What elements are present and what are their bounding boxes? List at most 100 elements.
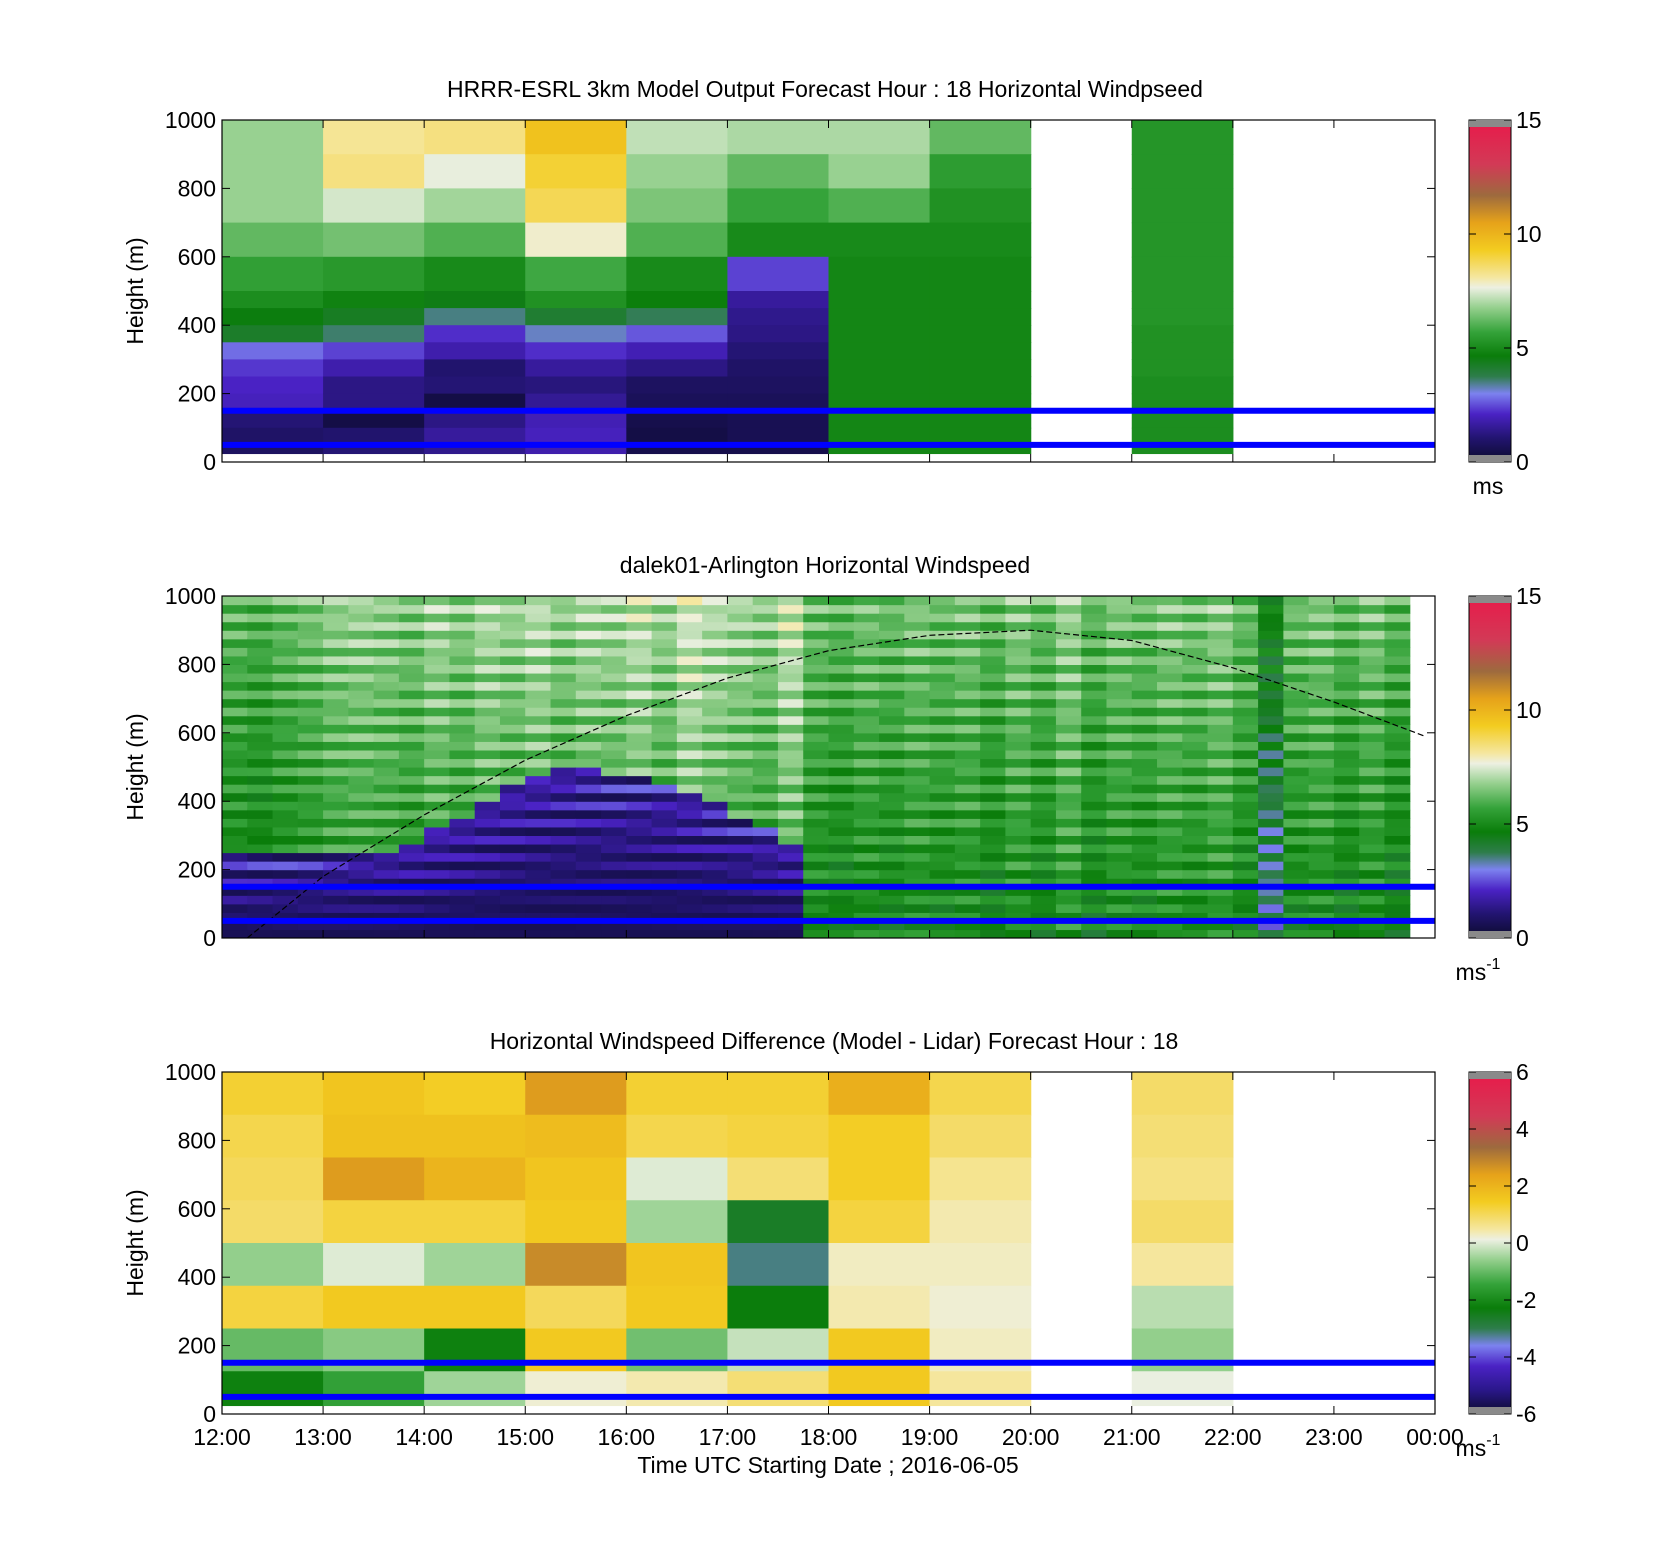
heatmap-cell <box>954 698 981 708</box>
heatmap-cell <box>1131 359 1234 378</box>
heatmap-cell <box>348 886 375 896</box>
heatmap-cell <box>651 698 678 708</box>
heatmap-cell <box>1232 749 1259 760</box>
heatmap-cell <box>1131 655 1158 665</box>
heatmap-cell <box>1207 638 1234 648</box>
heatmap-cell <box>777 801 804 811</box>
heatmap-cell <box>525 818 552 828</box>
heatmap-cell <box>323 835 349 845</box>
heatmap-cell <box>474 655 501 665</box>
heatmap-cell <box>1106 775 1133 785</box>
heatmap-cell <box>525 444 627 455</box>
heatmap-cell <box>980 801 1006 811</box>
heatmap-cell <box>247 929 274 938</box>
heatmap-cell <box>424 741 451 751</box>
heatmap-cell <box>651 878 678 888</box>
heatmap-cell <box>879 604 905 614</box>
heatmap-cell <box>1106 732 1133 742</box>
heatmap-cell <box>727 393 830 412</box>
heatmap-cell <box>929 1157 1032 1201</box>
heatmap-cell <box>1308 878 1335 888</box>
heatmap-cell <box>424 1285 526 1330</box>
heatmap-cell <box>247 878 274 888</box>
heatmap-cell <box>879 741 905 751</box>
heatmap-cell <box>752 895 779 905</box>
heatmap-cell <box>626 861 653 871</box>
heatmap-cell <box>752 758 779 768</box>
heatmap-cell <box>424 843 451 854</box>
heatmap-cell <box>1333 826 1360 836</box>
heatmap-cell <box>424 835 451 845</box>
heatmap-cell <box>879 784 905 794</box>
heatmap-cell <box>980 672 1006 683</box>
heatmap-cell <box>828 1157 931 1201</box>
heatmap-cell <box>626 835 653 845</box>
heatmap-cell <box>1207 690 1234 700</box>
heatmap-cell <box>904 792 931 802</box>
heatmap-cell <box>1157 724 1183 734</box>
heatmap-cell <box>1005 758 1032 768</box>
heatmap-cell <box>1308 604 1335 614</box>
heatmap-cell <box>449 707 476 717</box>
heatmap-cell <box>676 630 703 640</box>
heatmap-cell <box>929 843 956 854</box>
colorbar-tick-label: 10 <box>1516 697 1542 723</box>
heatmap-cell <box>1333 758 1360 768</box>
heatmap-cell <box>1384 767 1411 777</box>
heatmap-cell <box>752 664 779 674</box>
heatmap-cell <box>1055 630 1082 640</box>
heatmap-cell <box>879 749 905 760</box>
heatmap-cell <box>1131 895 1158 905</box>
heatmap-cell <box>828 707 855 717</box>
heatmap-cell <box>1207 707 1234 717</box>
heatmap-cell <box>1055 647 1082 657</box>
heatmap-cell <box>954 801 981 811</box>
panel-model-x-ticks <box>221 120 1436 462</box>
heatmap-cell <box>601 843 627 854</box>
heatmap-cell <box>727 784 754 794</box>
heatmap-cell <box>1333 741 1360 751</box>
heatmap-cell <box>297 895 324 905</box>
heatmap-cell <box>929 325 1032 343</box>
heatmap-cell <box>222 291 324 309</box>
heatmap-cell <box>1157 801 1183 811</box>
heatmap-cell <box>297 818 324 828</box>
y-tick-label: 400 <box>178 312 216 338</box>
heatmap-cell <box>424 826 451 836</box>
heatmap-cell <box>525 664 552 674</box>
heatmap-cell <box>1030 707 1057 717</box>
heatmap-cell <box>828 895 855 905</box>
heatmap-cell <box>702 664 729 674</box>
heatmap-cell <box>373 715 400 725</box>
heatmap-cell <box>777 826 804 836</box>
heatmap-cell <box>853 715 880 725</box>
heatmap-cell <box>1308 690 1335 700</box>
heatmap-cell <box>626 1114 729 1159</box>
heatmap-cell <box>1283 596 1310 606</box>
heatmap-cell <box>550 596 577 606</box>
heatmap-cell <box>601 929 627 938</box>
heatmap-cell <box>980 741 1006 751</box>
heatmap-cell <box>1207 724 1234 734</box>
heatmap-cell <box>373 886 400 896</box>
heatmap-cell <box>424 325 526 343</box>
heatmap-cell <box>525 647 552 657</box>
heatmap-cell <box>222 775 248 785</box>
panel-lidar-mixing-layer-curve <box>246 629 1426 938</box>
heatmap-cell <box>803 647 830 657</box>
heatmap-cell <box>474 690 501 700</box>
heatmap-cell <box>1131 818 1158 828</box>
x-tick-label: 22:00 <box>1204 1424 1262 1450</box>
heatmap-cell <box>1157 715 1183 725</box>
heatmap-cell <box>1182 604 1209 614</box>
heatmap-cell <box>777 698 804 708</box>
heatmap-cell <box>752 929 779 938</box>
heatmap-cell <box>1182 767 1209 777</box>
heatmap-cell <box>272 672 299 683</box>
heatmap-cell <box>1207 920 1234 931</box>
heatmap-cell <box>803 604 830 614</box>
heatmap-cell <box>954 749 981 760</box>
heatmap-cell <box>499 613 526 623</box>
heatmap-cell <box>803 886 830 896</box>
heatmap-cell <box>474 801 501 811</box>
